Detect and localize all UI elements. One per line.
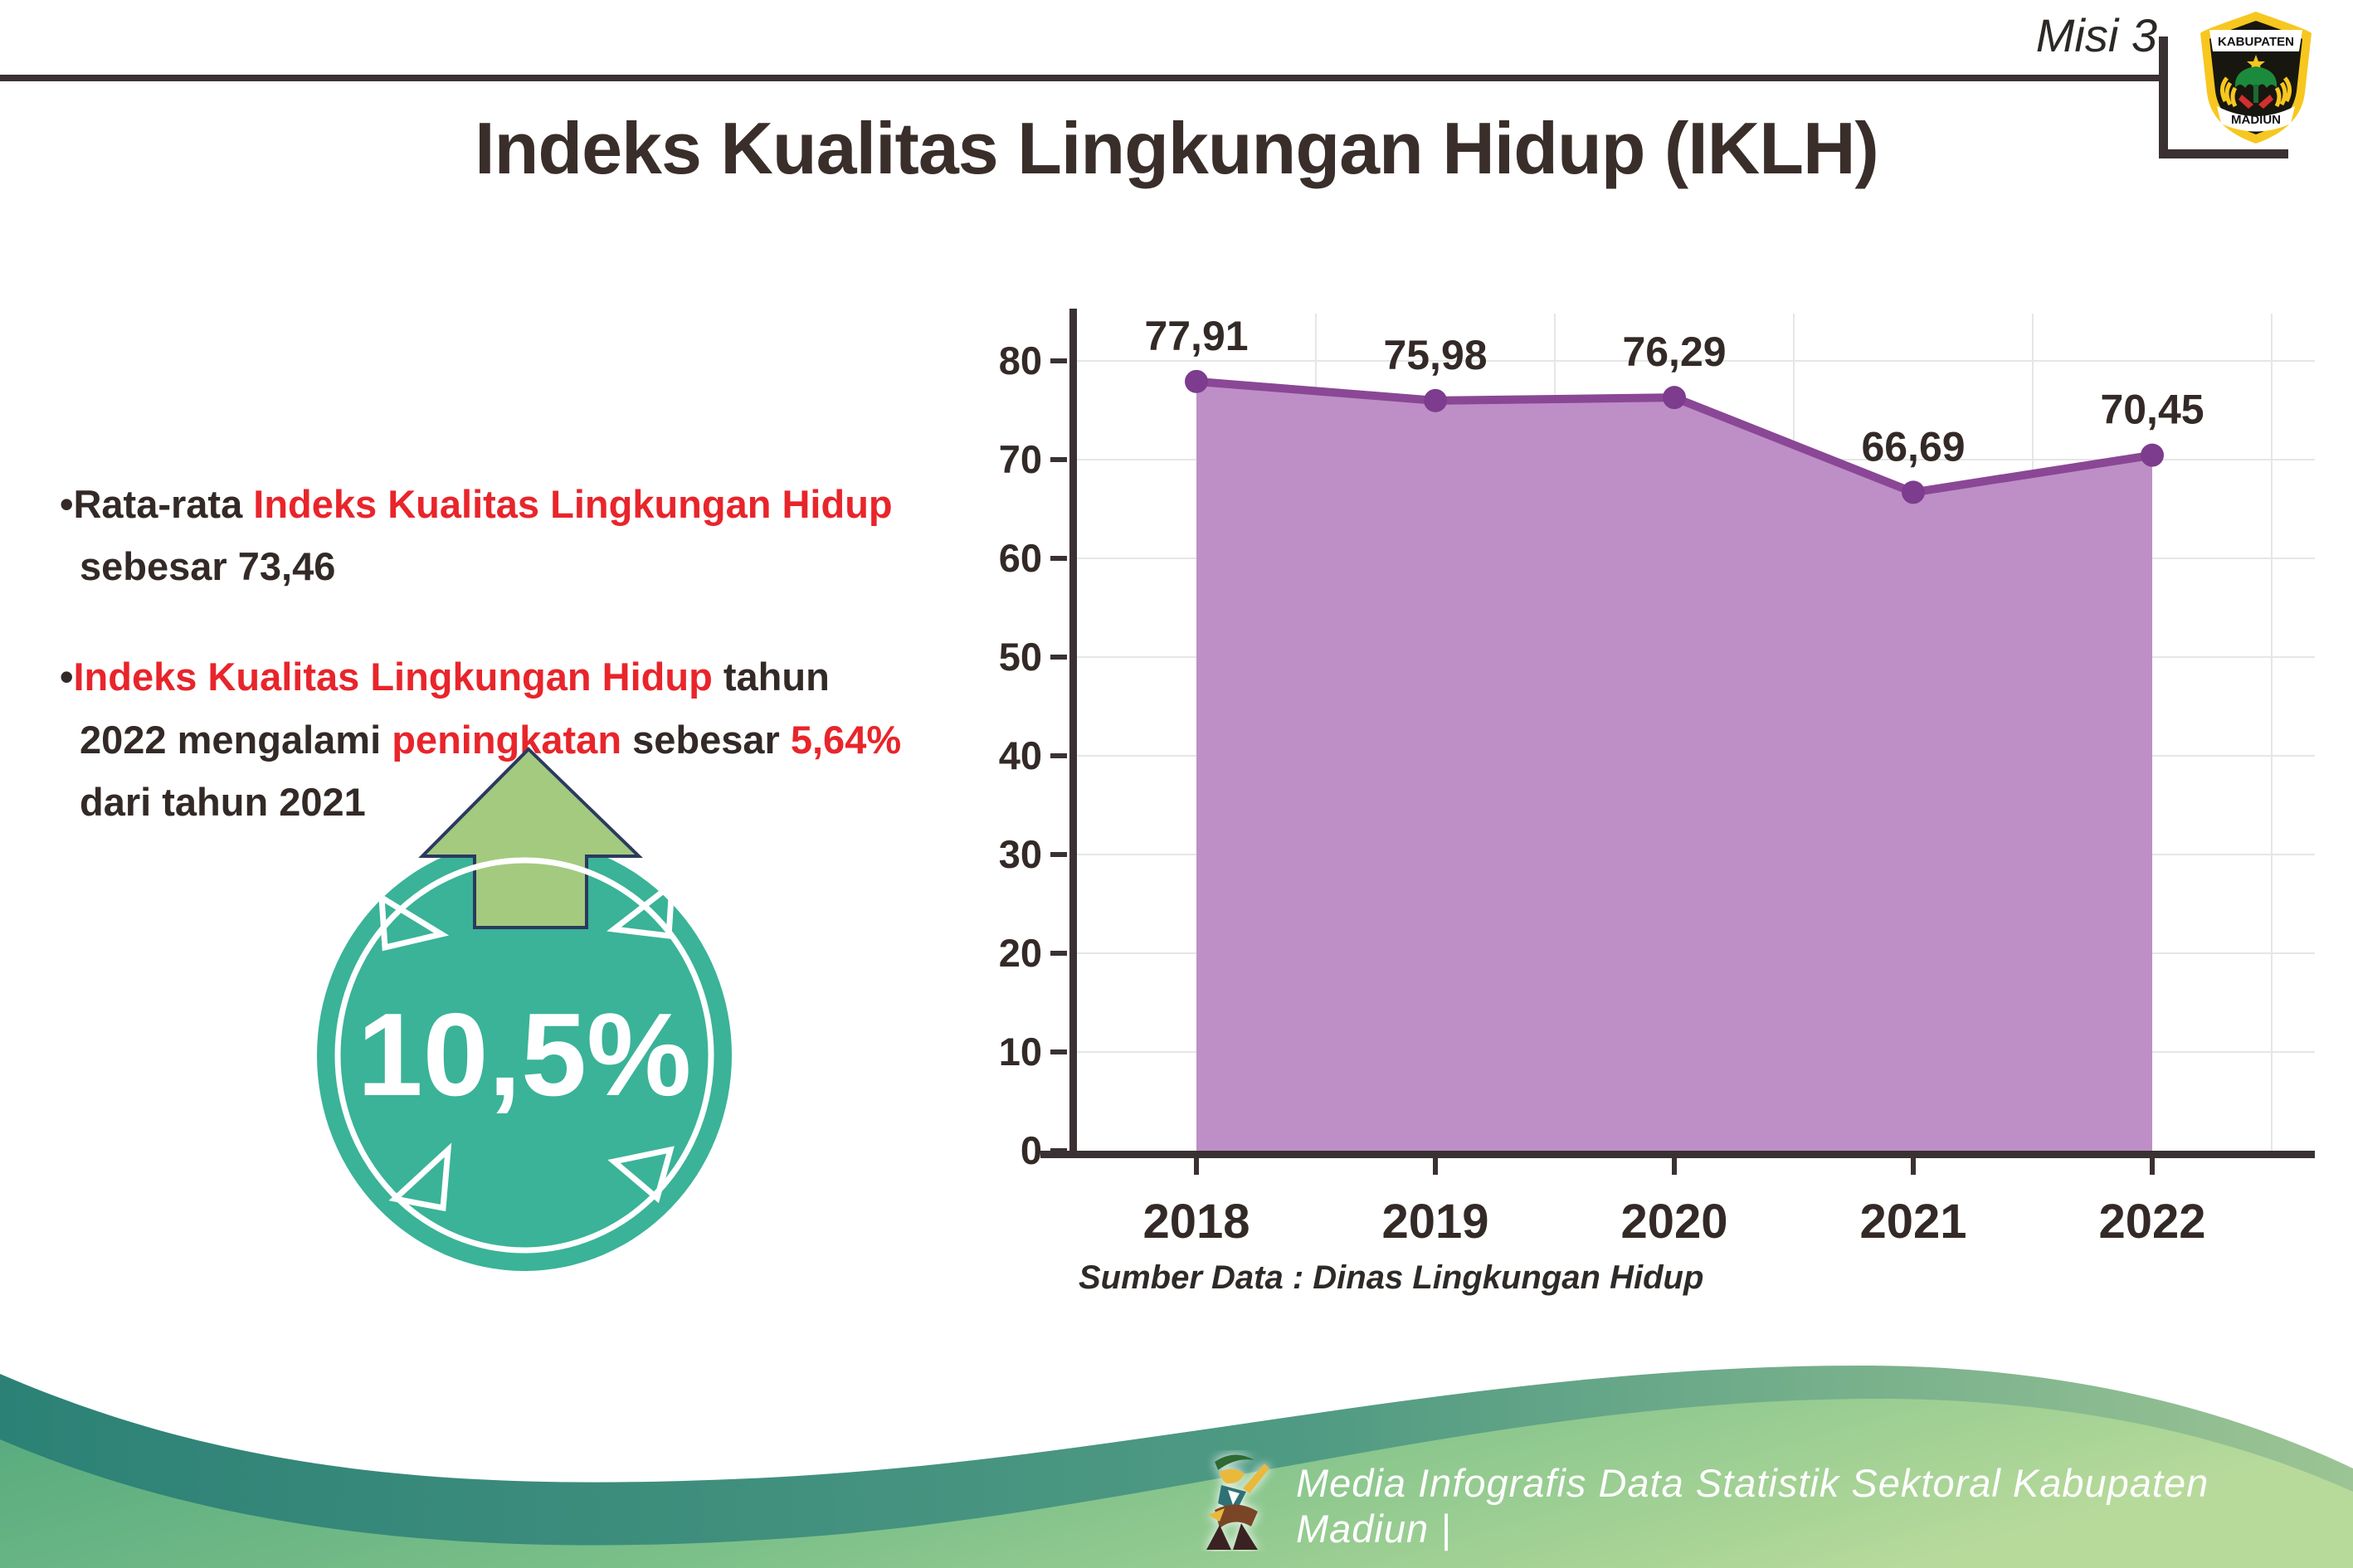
data-label: 75,98 — [1383, 332, 1487, 378]
x-axis-label: 2018 — [1142, 1195, 1250, 1249]
x-axis-label: 2020 — [1620, 1195, 1727, 1249]
kabupaten-madiun-crest-icon: KABUPATEN MADIUN — [2200, 12, 2312, 144]
y-axis-label: 0 — [1021, 1128, 1042, 1172]
spark-bottom-right-icon — [607, 1146, 675, 1204]
data-point — [2141, 443, 2164, 467]
y-axis-label: 70 — [999, 437, 1042, 481]
spark-top-right-icon — [607, 878, 675, 939]
increase-badge: 10,5% — [317, 747, 732, 1271]
tree-icon — [2234, 66, 2277, 90]
badge-circle — [317, 840, 732, 1271]
y-axis-label: 10 — [999, 1030, 1042, 1074]
data-label: 66,69 — [1861, 423, 1965, 470]
spark-top-left-icon — [378, 892, 450, 952]
bullet-item-2: •Indeks Kualitas Lingkungan Hidup tahun … — [60, 655, 902, 824]
key-findings-list: •Rata-rata Indeks Kualitas Lingkungan Hi… — [60, 473, 923, 881]
data-label: 77,91 — [1144, 313, 1248, 359]
logo-bottom-text: MADIUN — [2231, 113, 2281, 127]
left-wing-icon — [2220, 76, 2238, 108]
iklh-chart: 77,91 75,98 76,29 66,69 70,45 0 10 20 30 40 50 60 70… — [999, 309, 2315, 1249]
badge-ring — [334, 857, 714, 1254]
dancer-mascot-icon — [1206, 1454, 1269, 1550]
badge-value: 10,5% — [358, 989, 692, 1121]
y-axis-label: 20 — [999, 931, 1042, 975]
data-label: 70,45 — [2100, 387, 2204, 433]
source-note: Sumber Data : Dinas Lingkungan Hidup — [1079, 1259, 1704, 1296]
x-axis-label: 2022 — [2098, 1195, 2205, 1249]
logo-frame-horizontal — [2159, 149, 2288, 158]
bullet-item-1: •Rata-rata Indeks Kualitas Lingkungan Hi… — [60, 482, 893, 589]
wave-green — [0, 1398, 2353, 1568]
y-axis-label: 50 — [999, 635, 1042, 679]
x-axis-label: 2019 — [1381, 1195, 1488, 1249]
logo-top-text: KABUPATEN — [2218, 35, 2294, 49]
y-axis-label: 80 — [999, 338, 1042, 382]
x-axis-label: 2021 — [1859, 1195, 1966, 1249]
footer-credit: Media Infografis Data Statistik Sektoral… — [1296, 1461, 2209, 1551]
data-point — [1663, 386, 1686, 410]
data-point — [1185, 369, 1208, 393]
y-axis-label: 40 — [999, 733, 1042, 777]
data-label: 76,29 — [1622, 329, 1726, 375]
right-wing-icon — [2274, 76, 2292, 108]
spark-bottom-left-icon — [388, 1142, 452, 1212]
y-axis-label: 60 — [999, 536, 1042, 580]
y-axis-label: 30 — [999, 832, 1042, 876]
page-title: Indeks Kualitas Lingkungan Hidup (IKLH) — [475, 107, 1879, 189]
header-divider — [0, 75, 2164, 81]
data-point — [1424, 388, 1447, 412]
logo-frame-vertical — [2159, 37, 2168, 158]
footer-wave-decoration — [0, 1365, 2353, 1568]
area-fill — [1196, 381, 2152, 1152]
up-arrow-icon — [418, 747, 643, 929]
data-point — [1902, 480, 1925, 504]
misi-label: Misi 3 — [2035, 9, 2157, 61]
